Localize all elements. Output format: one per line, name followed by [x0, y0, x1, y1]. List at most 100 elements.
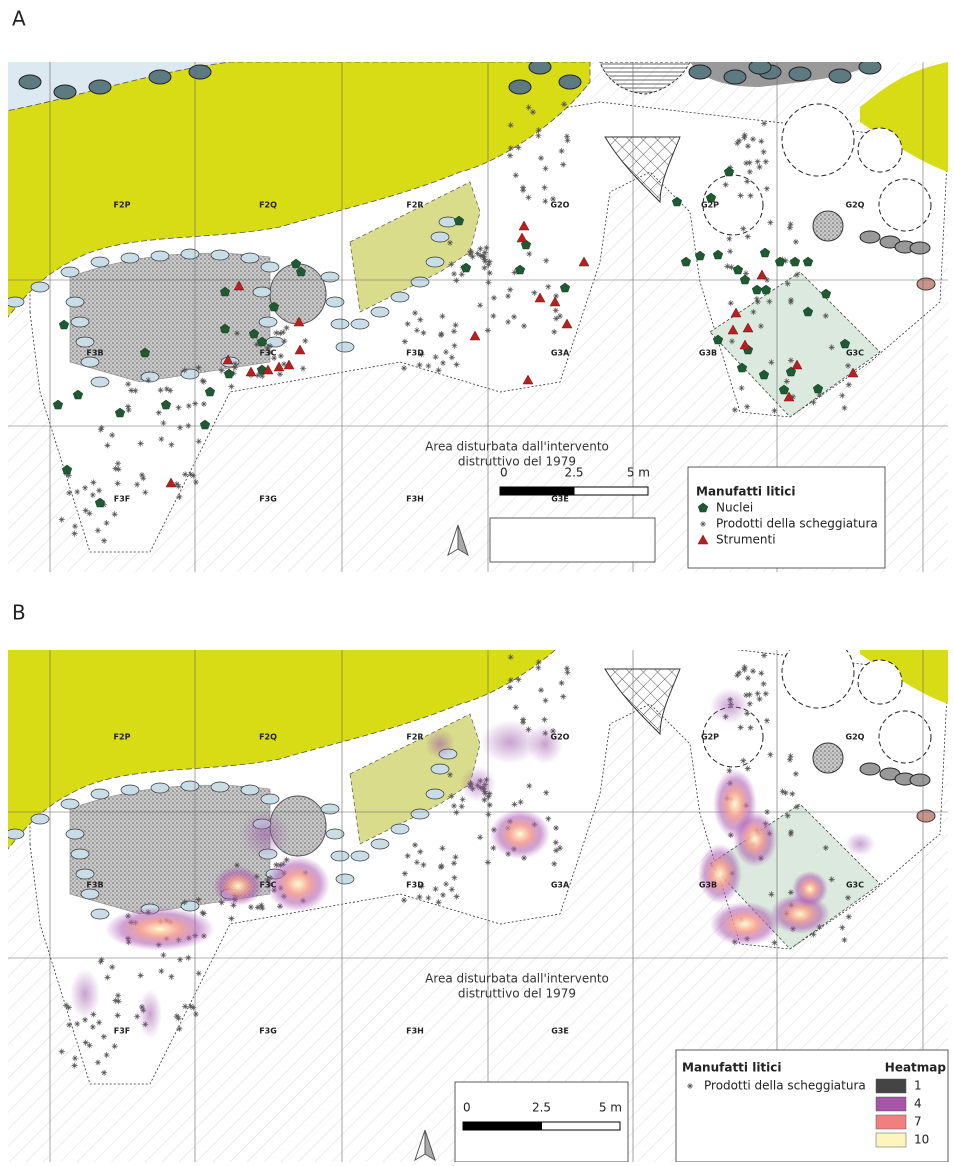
flake-symbol: [525, 194, 532, 201]
flake-symbol: [810, 399, 817, 406]
wall-stone: [120, 252, 140, 264]
flake-symbol: [789, 790, 796, 797]
flake-symbol: [507, 684, 514, 691]
flake-symbol: [841, 404, 848, 411]
flake-symbol: [507, 677, 514, 684]
flake-symbol: [448, 261, 455, 268]
flake-symbol: [768, 359, 775, 366]
flake-symbol: [101, 1069, 108, 1076]
flake-symbol: [782, 257, 789, 264]
flake-symbol: [469, 253, 476, 260]
cliff-area: [8, 62, 591, 318]
flake-symbol: [458, 803, 465, 810]
flake-symbol: [480, 253, 487, 260]
scale-segment: [573, 486, 649, 496]
wall-stone: [60, 266, 80, 278]
flake-symbol: [486, 269, 493, 276]
flake-symbol: [515, 676, 522, 683]
flake-symbol: [734, 672, 741, 679]
tool-symbol: [549, 296, 561, 307]
boulder: [509, 612, 531, 626]
boulder: [788, 66, 812, 82]
heatmap-swatch: [875, 1132, 907, 1148]
scale-label: 0: [500, 466, 508, 480]
flake-symbol: [200, 400, 207, 407]
flake-symbol: [543, 257, 550, 264]
core-symbol: [453, 215, 465, 226]
flake-symbol: [515, 144, 522, 151]
cross-hatched-pit: [604, 136, 681, 204]
core-symbol: [268, 301, 280, 312]
wall-stone: [335, 341, 355, 353]
tool-symbol: [273, 361, 285, 372]
flake-symbol: [822, 844, 829, 851]
flake-symbol: [82, 484, 89, 491]
flake-symbol: [443, 881, 450, 888]
flake-symbol: [277, 353, 284, 360]
flake-symbol: [747, 192, 754, 199]
flake-symbol: [561, 633, 567, 639]
flake-symbol: [181, 367, 188, 374]
flake-symbol: [432, 354, 439, 361]
flake-symbol: [486, 258, 493, 265]
flake-symbol: [218, 899, 225, 906]
tool-symbol: [730, 307, 742, 318]
flake-symbol: [447, 239, 454, 246]
flake-symbol: [761, 652, 768, 659]
flake-symbol: [743, 160, 750, 167]
flake-symbol: [564, 669, 571, 676]
flake-symbol: [839, 392, 846, 399]
cliff-area: [860, 62, 948, 172]
flake-symbol: [542, 198, 549, 205]
flake-symbol: [764, 276, 771, 283]
flake-symbol: [438, 331, 445, 338]
flake-symbol: [82, 507, 89, 514]
flake-symbol: [86, 510, 93, 517]
flake-symbol: [525, 104, 532, 111]
flake-symbol: [530, 641, 536, 647]
pit-circle: [781, 650, 855, 709]
core-symbol: [839, 338, 851, 349]
flake-symbol: [440, 891, 447, 898]
core-symbol: [290, 258, 302, 269]
flake-symbol: [535, 664, 542, 671]
flake-symbol: [736, 669, 743, 676]
flake-symbol: [758, 670, 765, 677]
heatmap-label: 10: [914, 1133, 929, 1147]
grid-label: F3C: [260, 349, 277, 358]
flake-symbol: [490, 294, 497, 301]
wall-stone: [330, 318, 350, 330]
flake-symbol: [438, 864, 445, 871]
flake-symbol: [512, 172, 519, 179]
flake-symbol: [453, 277, 460, 284]
flake-symbol: [94, 527, 101, 534]
wall-stone: [410, 808, 430, 820]
wall-stone: [325, 296, 345, 308]
wall-stone: [350, 318, 370, 330]
flake-symbol: [507, 286, 514, 293]
heat-blob: [490, 809, 550, 859]
heat-blob: [710, 688, 750, 724]
flake-symbol: [520, 187, 527, 194]
terrace: [599, 62, 691, 95]
flake-symbol: [746, 159, 753, 166]
flake-symbol: [737, 724, 744, 731]
heat-blob: [425, 729, 455, 759]
flake-symbol: [404, 320, 411, 327]
scale-label: 0: [463, 1101, 471, 1115]
core-symbol: [802, 256, 814, 267]
flake-symbol: [700, 521, 706, 527]
flake-symbol: [753, 295, 760, 302]
heat-blob: [527, 724, 563, 764]
flake-symbol: [558, 680, 565, 687]
boulder: [558, 74, 582, 90]
flake-symbol: [792, 770, 799, 777]
tool-symbol: [561, 318, 573, 329]
flake-symbol: [418, 883, 425, 890]
flake-symbol: [66, 489, 73, 496]
tool-symbol: [294, 344, 306, 355]
flake-symbol: [556, 313, 563, 320]
grid-label: F2Q: [259, 201, 277, 210]
wall-stone: [390, 823, 410, 835]
vegetation-area: [349, 181, 481, 313]
